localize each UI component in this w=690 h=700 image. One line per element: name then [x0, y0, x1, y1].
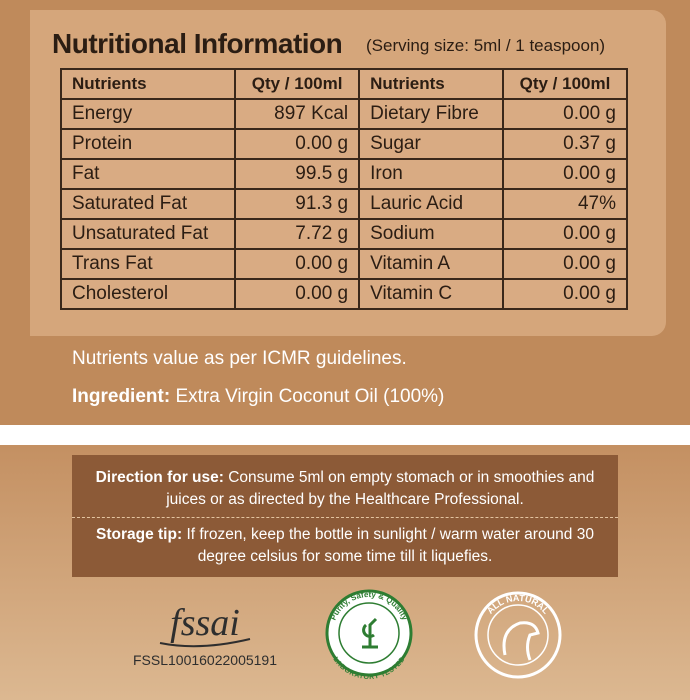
nutrient-cell: Trans Fat: [59, 248, 237, 280]
qty-cell: 0.00 g: [234, 248, 361, 280]
directions-text: Consume 5ml on empty stomach or in smoot…: [166, 469, 595, 508]
lab-badge: Purity, Safety & Quality LABORATORY TEST…: [325, 589, 413, 681]
nutrient-cell: Sugar: [358, 128, 504, 160]
storage-text: If frozen, keep the bottle in sunlight /…: [186, 526, 594, 565]
qty-cell: 7.72 g: [234, 218, 361, 250]
fssai-logo: fssai: [170, 602, 240, 644]
qty-cell: 0.00 g: [234, 278, 361, 310]
nutrition-table: Nutrients Qty / 100ml Nutrients Qty / 100ml…: [59, 68, 629, 310]
nutrition-card: Nutritional Information (Serving size: 5…: [30, 10, 666, 336]
qty-cell: 0.00 g: [501, 248, 629, 280]
header-cell: Nutrients: [59, 68, 237, 100]
nutrient-cell: Lauric Acid: [358, 188, 504, 220]
qty-cell: 897 Kcal: [234, 98, 361, 130]
nutrient-cell: Saturated Fat: [59, 188, 237, 220]
qty-cell: 0.00 g: [501, 98, 629, 130]
ingredient-text: Extra Virgin Coconut Oil (100%): [175, 386, 445, 407]
storage: Storage tip: If frozen, keep the bottle …: [72, 524, 618, 568]
ingredient-label: Ingredient:: [72, 386, 171, 407]
header-cell: Nutrients: [358, 68, 504, 100]
nutrient-cell: Protein: [59, 128, 237, 160]
nutrient-cell: Cholesterol: [59, 278, 237, 310]
qty-cell: 99.5 g: [234, 158, 361, 190]
serving-size: (Serving size: 5ml / 1 teaspoon): [366, 36, 606, 55]
storage-label: Storage tip:: [96, 526, 183, 543]
table-row: Trans Fat 0.00 g Vitamin A 0.00 g: [59, 248, 629, 280]
qty-cell: 0.00 g: [501, 158, 629, 190]
qty-cell: 0.00 g: [501, 218, 629, 250]
qty-cell: 91.3 g: [234, 188, 361, 220]
nutrient-cell: Dietary Fibre: [358, 98, 504, 130]
qty-cell: 47%: [501, 188, 629, 220]
fssai-swoosh: [159, 638, 251, 648]
logos: fssai FSSL10016022005191 Purity, Safety …: [133, 589, 562, 681]
usage-box: Direction for use: Consume 5ml on empty …: [72, 455, 618, 577]
license: FSSL10016022005191: [133, 652, 277, 668]
nutrition-panel: Nutritional Information (Serving size: 5…: [0, 0, 690, 425]
nutrient-cell: Unsaturated Fat: [59, 218, 237, 250]
directions: Direction for use: Consume 5ml on empty …: [72, 467, 618, 511]
table-row: Unsaturated Fat 7.72 g Sodium 0.00 g: [59, 218, 629, 250]
nutrient-cell: Fat: [59, 158, 237, 190]
nutrient-cell: Energy: [59, 98, 237, 130]
table-row: Energy 897 Kcal Dietary Fibre 0.00 g: [59, 98, 629, 130]
nutrient-cell: Vitamin C: [358, 278, 504, 310]
note: Nutrients value as per ICMR guidelines.: [72, 348, 407, 369]
table-row: Protein 0.00 g Sugar 0.37 g: [59, 128, 629, 160]
header-row: Nutrients Qty / 100ml Nutrients Qty / 100ml: [59, 68, 629, 100]
qty-cell: 0.00 g: [501, 278, 629, 310]
header-cell: Qty / 100ml: [501, 68, 629, 100]
table-row: Fat 99.5 g Iron 0.00 g: [59, 158, 629, 190]
title: Nutritional Information: [52, 28, 343, 59]
separator: [72, 517, 618, 518]
table-row: Cholesterol 0.00 g Vitamin C 0.00 g: [59, 278, 629, 310]
nutrient-cell: Vitamin A: [358, 248, 504, 280]
natural-badge: ALL NATURAL: [474, 591, 562, 679]
header-cell: Qty / 100ml: [234, 68, 361, 100]
directions-label: Direction for use:: [95, 469, 224, 486]
usage-panel: Direction for use: Consume 5ml on empty …: [0, 445, 690, 700]
ingredient: Ingredient: Extra Virgin Coconut Oil (10…: [72, 386, 444, 408]
table-row: Saturated Fat 91.3 g Lauric Acid 47%: [59, 188, 629, 220]
qty-cell: 0.00 g: [234, 128, 361, 160]
nutrient-cell: Sodium: [358, 218, 504, 250]
nutrient-cell: Iron: [358, 158, 504, 190]
qty-cell: 0.37 g: [501, 128, 629, 160]
